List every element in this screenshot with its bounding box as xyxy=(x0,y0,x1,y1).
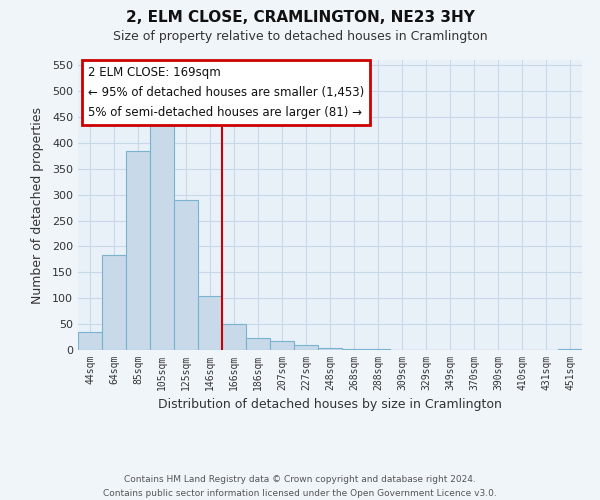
Bar xyxy=(174,200,198,350)
Bar xyxy=(198,296,222,350)
Bar xyxy=(126,151,150,350)
Bar xyxy=(150,114,174,350)
Text: 2 ELM CLOSE: 169sqm
← 95% of detached houses are smaller (1,453)
5% of semi-deta: 2 ELM CLOSE: 169sqm ← 95% of detached ho… xyxy=(88,66,364,119)
Bar xyxy=(246,338,270,350)
Text: Contains HM Land Registry data © Crown copyright and database right 2024.
Contai: Contains HM Land Registry data © Crown c… xyxy=(103,476,497,498)
Bar xyxy=(270,340,294,350)
Bar xyxy=(294,346,318,350)
Y-axis label: Number of detached properties: Number of detached properties xyxy=(31,106,44,304)
Bar xyxy=(318,348,342,350)
X-axis label: Distribution of detached houses by size in Cramlington: Distribution of detached houses by size … xyxy=(158,398,502,411)
Bar xyxy=(222,324,246,350)
Text: Size of property relative to detached houses in Cramlington: Size of property relative to detached ho… xyxy=(113,30,487,43)
Text: 2, ELM CLOSE, CRAMLINGTON, NE23 3HY: 2, ELM CLOSE, CRAMLINGTON, NE23 3HY xyxy=(125,10,475,25)
Bar xyxy=(78,332,102,350)
Bar xyxy=(102,255,126,350)
